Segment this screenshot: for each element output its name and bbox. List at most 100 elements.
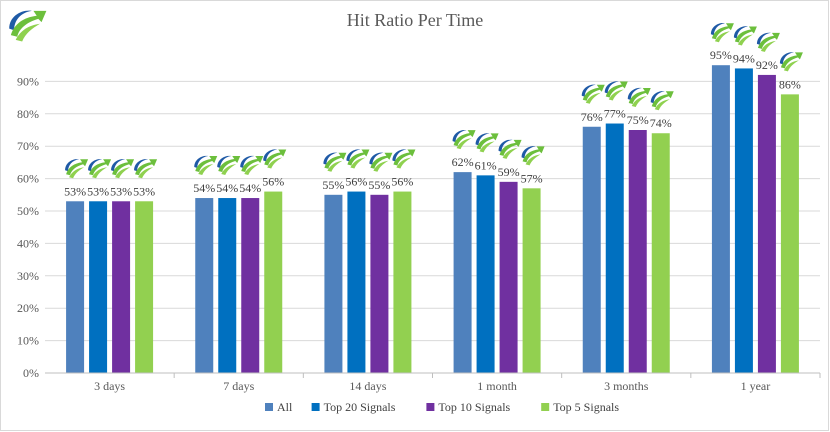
growth-arrow-logo-icon: [392, 149, 416, 169]
bar-top-20-signals: [218, 198, 237, 373]
bar-top-20-signals: [734, 68, 753, 373]
growth-arrow-logo-icon: [756, 32, 780, 52]
growth-arrow-logo-icon: [581, 84, 605, 104]
growth-arrow-logo-icon: [346, 149, 370, 169]
data-label: 53%: [87, 184, 109, 198]
chart-title: Hit Ratio Per Time: [346, 10, 484, 30]
bar-all: [324, 194, 343, 373]
y-tick-label: 40%: [17, 236, 39, 250]
growth-arrow-logo-icon: [9, 10, 47, 42]
data-label: 95%: [710, 48, 732, 62]
legend-item: All: [265, 400, 293, 414]
x-tick-label: 14 days: [349, 379, 386, 393]
data-label: 62%: [452, 155, 474, 169]
data-label: 56%: [345, 175, 367, 189]
bar-top-10-signals: [241, 198, 260, 373]
data-label: 59%: [498, 165, 520, 179]
y-tick-label: 50%: [17, 204, 39, 218]
y-tick-label: 20%: [17, 301, 39, 315]
y-tick-label: 90%: [17, 74, 39, 88]
growth-arrow-logo-icon: [627, 87, 651, 107]
data-label: 77%: [604, 107, 626, 121]
growth-arrow-logo-icon: [88, 159, 112, 179]
bar-top-5-signals: [135, 201, 154, 373]
legend-swatch: [265, 403, 273, 411]
bar-top-10-signals: [628, 130, 647, 373]
growth-arrow-logo-icon: [65, 159, 89, 179]
data-label: 54%: [239, 181, 261, 195]
growth-arrow-logo-icon: [779, 52, 803, 72]
growth-arrow-logo-icon: [323, 152, 347, 172]
y-tick-label: 80%: [17, 107, 39, 121]
data-label: 92%: [756, 58, 778, 72]
x-tick-label: 3 days: [94, 379, 125, 393]
growth-arrow-logo-icon: [369, 152, 393, 172]
data-label: 53%: [133, 184, 155, 198]
legend-item: Top 10 Signals: [426, 400, 511, 414]
bar-top-10-signals: [370, 194, 389, 373]
x-tick-label: 1 year: [741, 379, 771, 393]
y-tick-label: 10%: [17, 334, 39, 348]
bar-top-5-signals: [651, 133, 670, 373]
x-tick-label: 1 month: [477, 379, 517, 393]
bar-top-5-signals: [264, 191, 283, 373]
data-label: 53%: [64, 184, 86, 198]
bar-top-10-signals: [499, 181, 518, 373]
data-label: 55%: [368, 178, 390, 192]
x-tick-label: 7 days: [223, 379, 254, 393]
data-label: 61%: [475, 158, 497, 172]
data-label: 74%: [650, 116, 672, 130]
x-tick-label: 3 months: [604, 379, 649, 393]
legend-label: Top 5 Signals: [553, 400, 619, 414]
bar-top-5-signals: [522, 188, 541, 373]
data-label: 53%: [110, 184, 132, 198]
legend-label: All: [277, 400, 293, 414]
y-tick-label: 0%: [23, 366, 39, 380]
bar-top-10-signals: [757, 74, 776, 374]
data-label: 54%: [216, 181, 238, 195]
data-label: 75%: [627, 113, 649, 127]
bar-top-20-signals: [347, 191, 366, 373]
y-tick-label: 70%: [17, 139, 39, 153]
legend-item: Top 20 Signals: [311, 400, 396, 414]
y-tick-label: 30%: [17, 269, 39, 283]
legend-label: Top 20 Signals: [324, 400, 396, 414]
legend-swatch: [311, 403, 320, 411]
growth-arrow-logo-icon: [240, 155, 264, 176]
bar-all: [195, 198, 214, 373]
data-label: 86%: [779, 77, 801, 91]
growth-arrow-logo-icon: [604, 81, 628, 101]
bar-top-5-signals: [393, 191, 412, 373]
data-label: 56%: [391, 175, 413, 189]
growth-arrow-logo-icon: [710, 23, 734, 43]
legend-swatch: [541, 403, 550, 411]
data-label: 76%: [581, 110, 603, 124]
bar-top-20-signals: [605, 123, 624, 374]
data-label: 54%: [193, 181, 215, 195]
bar-all: [453, 172, 472, 373]
bar-all: [711, 65, 730, 373]
data-label: 94%: [733, 51, 755, 65]
growth-arrow-logo-icon: [498, 139, 522, 159]
bar-all: [66, 201, 85, 373]
growth-arrow-logo-icon: [111, 159, 135, 179]
bar-top-20-signals: [476, 175, 495, 373]
growth-arrow-logo-icon: [194, 155, 218, 176]
legend-swatch: [426, 403, 435, 411]
growth-arrow-logo-icon: [650, 91, 674, 111]
growth-arrow-logo-icon: [134, 159, 158, 179]
bar-all: [582, 126, 601, 373]
bar-top-10-signals: [112, 201, 131, 373]
bar-top-20-signals: [89, 201, 108, 373]
growth-arrow-logo-icon: [263, 149, 287, 169]
data-label: 56%: [262, 175, 284, 189]
growth-arrow-logo-icon: [521, 146, 545, 166]
bar-top-5-signals: [780, 94, 799, 374]
y-tick-label: 60%: [17, 172, 39, 186]
legend-label: Top 10 Signals: [438, 400, 510, 414]
legend-item: Top 5 Signals: [541, 400, 619, 414]
data-label: 57%: [521, 171, 543, 185]
growth-arrow-logo-icon: [217, 155, 241, 176]
